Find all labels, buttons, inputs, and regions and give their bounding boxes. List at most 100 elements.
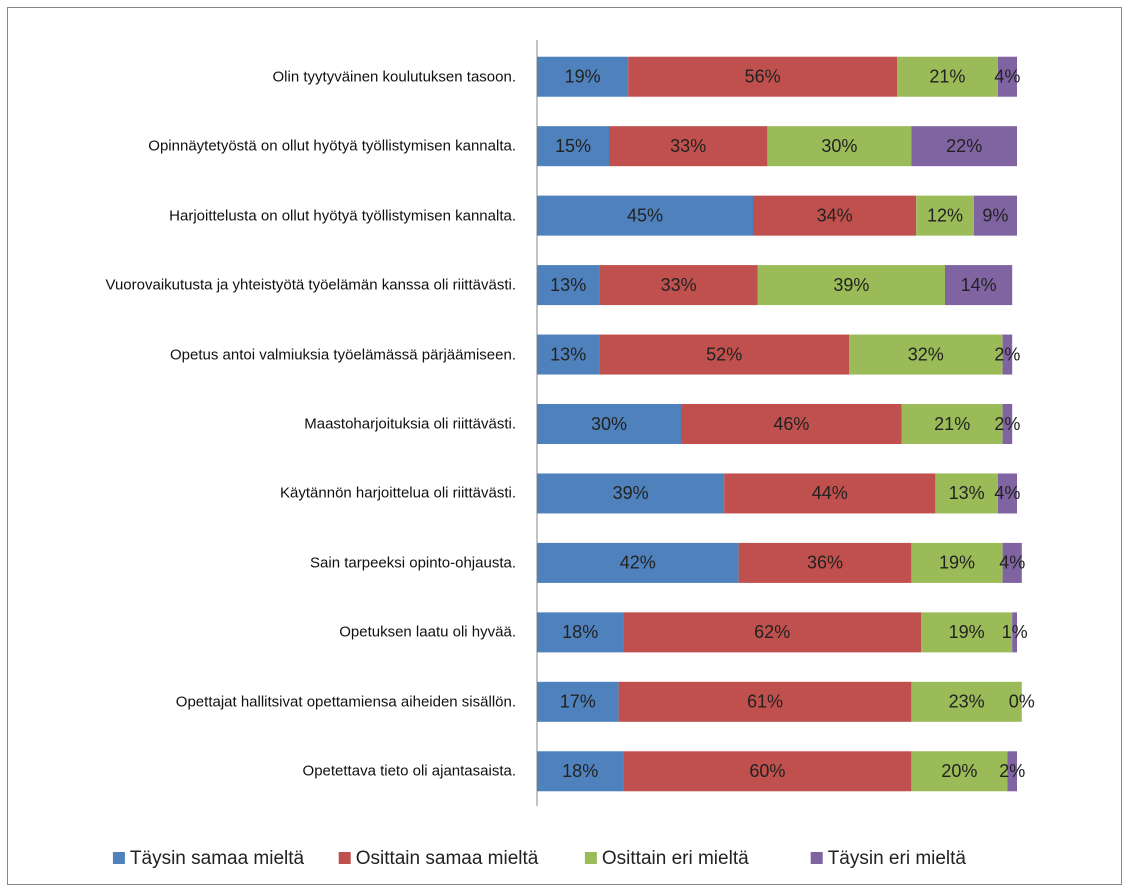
data-label: 19%: [949, 622, 985, 642]
bar-segment: [738, 542, 912, 583]
category-label: Harjoittelusta on ollut hyötyä työllisty…: [169, 207, 516, 225]
bar-segment: [911, 681, 1022, 722]
category-label: Käytännön harjoittelua oli riittävästi.: [280, 484, 516, 502]
bar-segment: [921, 612, 1013, 653]
bar-segment: [537, 126, 609, 167]
bar-segment: [911, 542, 1003, 583]
data-label: 33%: [661, 275, 697, 295]
data-label: 30%: [821, 136, 857, 156]
legend-label: Täysin eri mieltä: [828, 848, 967, 869]
bar-segment: [1012, 612, 1017, 653]
bar-segment: [537, 56, 629, 97]
legend-label: Osittain eri mieltä: [602, 848, 749, 869]
bar-segment: [1007, 751, 1017, 792]
bar-segment: [753, 195, 917, 236]
data-label: 18%: [562, 761, 598, 781]
data-label: 14%: [961, 275, 997, 295]
data-label: 36%: [807, 553, 843, 573]
bar-segment: [609, 126, 768, 167]
bar-segment: [901, 404, 1003, 444]
data-label: 18%: [562, 622, 598, 642]
bar-segment: [537, 265, 600, 306]
data-label: 60%: [749, 761, 785, 781]
data-label: 61%: [747, 692, 783, 712]
data-label: 42%: [620, 553, 656, 573]
legend-label: Osittain samaa mieltä: [356, 848, 539, 869]
bar-segment: [681, 404, 902, 444]
data-label: 17%: [560, 692, 596, 712]
data-label: 22%: [946, 136, 982, 156]
bar-segment: [1002, 404, 1013, 444]
legend-swatch: [584, 852, 597, 864]
category-label: Opetuksen laatu oli hyvää.: [339, 623, 516, 641]
legend-swatch: [338, 852, 351, 864]
bar-segment: [757, 265, 945, 306]
legend-swatch: [810, 852, 823, 864]
bar-segment: [973, 195, 1017, 236]
data-label: 44%: [812, 483, 848, 503]
data-label: 2%: [994, 344, 1020, 364]
category-label: Maastoharjoituksia oli riittävästi.: [304, 415, 516, 433]
bar-segment: [916, 195, 974, 236]
bar-segment: [935, 473, 998, 514]
bar-segment: [599, 265, 758, 306]
bar-segment: [537, 751, 624, 792]
data-label: 56%: [745, 66, 781, 86]
legend-swatch: [112, 852, 125, 864]
bar-segment: [623, 612, 921, 653]
bar-segment: [849, 334, 1003, 375]
data-label: 0%: [1009, 692, 1035, 712]
category-label: Opinnäytetyöstä on ollut hyötyä työllist…: [148, 137, 516, 155]
bar-segment: [628, 56, 897, 97]
bar-segment: [537, 473, 725, 514]
bar-segment: [537, 542, 739, 583]
data-label: 2%: [999, 761, 1025, 781]
category-label: Olin tyytyväinen koulutuksen tasoon.: [272, 68, 516, 86]
data-label: 23%: [949, 692, 985, 712]
bar-segment: [997, 473, 1017, 514]
legend-label: Täysin samaa mieltä: [130, 848, 305, 869]
bar-segment: [1002, 542, 1022, 583]
bar-segment: [945, 265, 1013, 306]
data-label: 15%: [555, 136, 591, 156]
category-label: Sain tarpeeksi opinto-ohjausta.: [310, 554, 516, 572]
bar-segment: [537, 404, 681, 444]
data-label: 4%: [994, 483, 1020, 503]
data-label: 13%: [550, 344, 586, 364]
bar-segment: [537, 195, 753, 236]
data-label: 46%: [773, 414, 809, 434]
bar-segment: [618, 681, 912, 722]
data-label: 39%: [833, 275, 869, 295]
category-label: Opettajat hallitsivat opettamiensa aihei…: [175, 693, 516, 711]
data-label: 52%: [706, 344, 742, 364]
data-label: 4%: [999, 553, 1025, 573]
bar-segment: [623, 751, 912, 792]
data-label: 62%: [754, 622, 790, 642]
bar-segment: [537, 681, 619, 722]
bar-segment: [997, 56, 1017, 97]
bar-segment: [724, 473, 936, 514]
data-label: 4%: [994, 66, 1020, 86]
data-label: 45%: [627, 205, 663, 225]
bar-segment: [911, 126, 1017, 167]
bar-segment: [599, 334, 849, 375]
data-label: 33%: [670, 136, 706, 156]
data-label: 19%: [939, 553, 975, 573]
data-label: 12%: [927, 205, 963, 225]
bar-segment: [537, 334, 600, 375]
data-label: 39%: [613, 483, 649, 503]
data-label: 32%: [908, 344, 944, 364]
category-label: Opetettava tieto oli ajantasaista.: [302, 762, 516, 780]
category-label: Vuorovaikutusta ja yhteistyötä työelämän…: [105, 276, 516, 294]
category-label: Opetus antoi valmiuksia työelämässä pärj…: [169, 346, 516, 364]
data-label: 9%: [982, 205, 1008, 225]
data-label: 19%: [565, 66, 601, 86]
data-label: 13%: [949, 483, 985, 503]
data-label: 21%: [934, 414, 970, 434]
data-label: 1%: [1002, 622, 1028, 642]
bar-segment: [537, 612, 624, 653]
bar-segment: [1002, 334, 1013, 375]
data-label: 30%: [591, 414, 627, 434]
